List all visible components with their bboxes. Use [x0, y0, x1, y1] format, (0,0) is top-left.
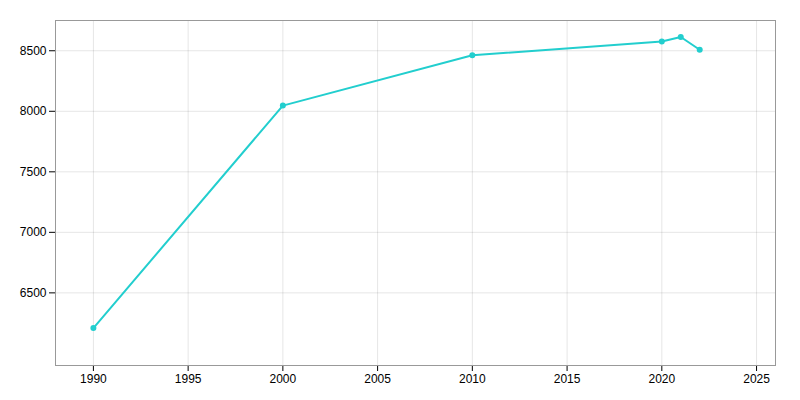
svg-text:1995: 1995	[175, 372, 202, 386]
svg-text:7500: 7500	[20, 165, 47, 179]
svg-text:7000: 7000	[20, 225, 47, 239]
svg-text:8500: 8500	[20, 44, 47, 58]
svg-text:2015: 2015	[554, 372, 581, 386]
svg-text:6500: 6500	[20, 286, 47, 300]
svg-text:8000: 8000	[20, 104, 47, 118]
svg-text:2005: 2005	[364, 372, 391, 386]
svg-text:2025: 2025	[743, 372, 770, 386]
svg-text:1990: 1990	[80, 372, 107, 386]
svg-text:2000: 2000	[270, 372, 297, 386]
svg-text:2020: 2020	[648, 372, 675, 386]
svg-text:2010: 2010	[459, 372, 486, 386]
